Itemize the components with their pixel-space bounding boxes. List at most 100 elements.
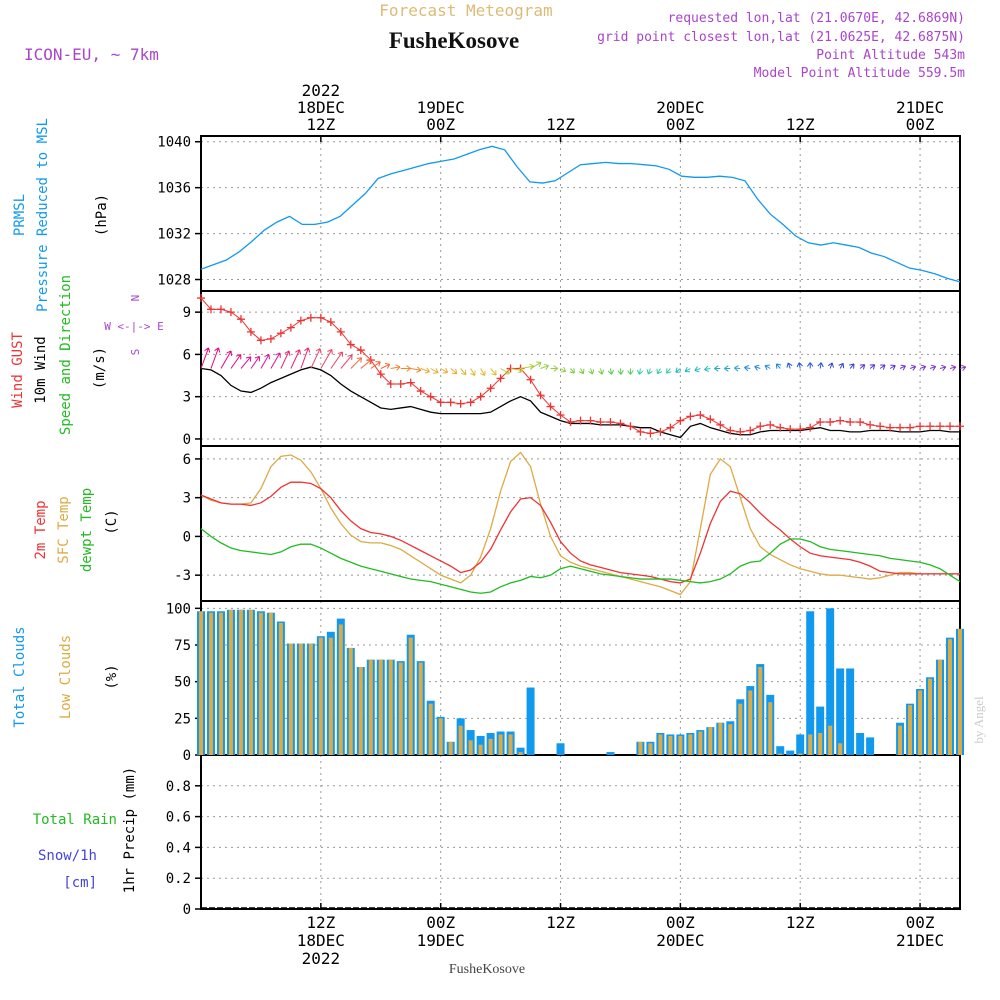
time-label-top: 19DEC (417, 98, 465, 117)
wind-direction-arrow (849, 363, 855, 369)
wind-direction-arrow (919, 364, 927, 371)
low-cloud-bar (918, 690, 923, 755)
wind-direction-arrow (400, 365, 411, 372)
gust-marker (256, 336, 265, 345)
low-cloud-bar (418, 662, 423, 755)
wind-direction-arrow (460, 368, 467, 376)
wind-direction-arrow (675, 367, 681, 373)
wind-direction-arrow (817, 362, 824, 369)
gust-marker (386, 380, 395, 388)
wind-direction-arrow (909, 364, 917, 371)
time-label-bottom: 12Z (306, 913, 335, 932)
gust-marker (906, 423, 915, 432)
low-cloud-bar (408, 637, 413, 755)
gust-marker (836, 416, 845, 425)
wind-direction-arrow (869, 364, 876, 370)
low-cloud-bar (898, 725, 903, 755)
y-tick-label: 0.6 (166, 810, 191, 826)
panel-0: 1028 1032 1036 1040 (157, 135, 961, 292)
gust-marker (586, 416, 595, 425)
y-tick-label: 0 (183, 432, 191, 448)
gust-marker (656, 427, 665, 436)
time-label-bottom: 00Z (666, 913, 695, 932)
wind-direction-arrow (949, 364, 957, 372)
precip-ylabels: Total Rain Snow/1h [cm] 1hr Precip (mm) (33, 767, 138, 893)
gust-marker (556, 411, 565, 419)
wind-direction-arrow (694, 366, 701, 373)
y-tick-label: 3 (183, 390, 191, 406)
low-cloud-bar (748, 690, 753, 755)
wind-direction-arrow (220, 350, 233, 369)
y-tick-label: -3 (174, 568, 191, 584)
time-label-top: 00Z (906, 115, 935, 134)
gust-marker (566, 418, 575, 427)
time-label-bottom: 00Z (426, 913, 455, 932)
low-cloud-bar (828, 725, 833, 755)
gust-marker (876, 422, 885, 431)
gust-marker (806, 423, 815, 432)
wind-direction-arrow (200, 347, 211, 369)
gust-marker (316, 313, 325, 322)
wind-direction-arrow (320, 348, 333, 369)
y-tick-label: 0 (183, 748, 191, 764)
gust-marker (596, 418, 605, 427)
panel-frame (200, 600, 961, 756)
pressure-label-msl: Pressure Reduced to MSL (35, 118, 51, 312)
gust-marker (676, 416, 685, 425)
gust-marker (696, 411, 705, 419)
y-tick-label: 1032 (157, 227, 191, 243)
gust-marker (197, 294, 205, 303)
wind-ylabels: Wind GUST 10m Wind Speed and Direction (… (10, 275, 164, 435)
panel-frame (200, 445, 961, 602)
wind-direction-arrow (330, 351, 343, 369)
cloud-unit: (%) (104, 664, 120, 689)
wind-direction-arrow (607, 368, 615, 375)
low-cloud-bar (478, 744, 483, 755)
total-cloud-bar (806, 611, 815, 755)
cloud-label-low: Low Clouds (58, 635, 74, 719)
wind-direction-arrow (290, 349, 301, 369)
gust-marker (946, 422, 955, 431)
low-cloud-bar (688, 734, 693, 755)
gust-marker (536, 391, 545, 400)
total-cloud-bar (526, 687, 535, 755)
low-cloud-bar (358, 667, 363, 755)
gust-marker (356, 346, 365, 355)
gust-marker (446, 398, 455, 407)
wind-direction-arrow (827, 362, 834, 369)
y-tick-label: 100 (166, 601, 191, 617)
wind-direction-arrow (775, 363, 782, 369)
y-tick-label: 6 (183, 452, 191, 468)
low-cloud-bar (498, 734, 503, 755)
low-cloud-bar (388, 659, 393, 755)
wind-direction-arrow (578, 368, 585, 375)
time-label-top: 12Z (546, 115, 575, 134)
gust-marker (956, 422, 964, 431)
gust-marker (746, 426, 755, 435)
time-label-top: 20DEC (656, 98, 704, 117)
gust-marker (886, 423, 895, 432)
pressure-ylabels: PRMSL Pressure Reduced to MSL (hPa) (12, 118, 110, 312)
gust-marker (476, 392, 485, 401)
wind-direction-arrow (450, 368, 458, 375)
wind-direction-arrow (838, 362, 845, 369)
gust-marker (866, 420, 875, 429)
wind-direction-arrow (724, 365, 731, 372)
low-cloud-bar (638, 741, 643, 755)
gust-marker (396, 380, 405, 388)
wind-direction-arrow (260, 354, 270, 369)
gust-marker (576, 416, 585, 425)
y-tick-label: 3 (183, 491, 191, 507)
low-cloud-bar (768, 702, 773, 755)
low-cloud-bar (778, 753, 783, 755)
low-cloud-bar (218, 612, 223, 755)
low-cloud-bar (468, 740, 473, 755)
low-cloud-bar (258, 612, 263, 755)
low-cloud-bar (398, 662, 403, 755)
low-cloud-bar (238, 609, 243, 755)
low-cloud-bar (708, 727, 713, 755)
gust-marker (926, 422, 935, 431)
low-cloud-bar (458, 725, 463, 755)
closest-coords: grid point closest lon,lat (21.0625E, 42… (597, 30, 965, 45)
